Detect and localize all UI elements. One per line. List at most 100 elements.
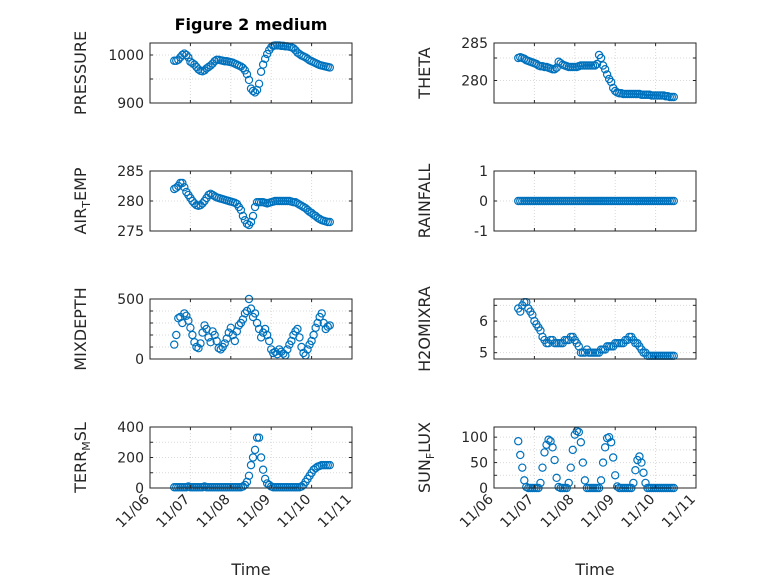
data-point: [639, 468, 648, 477]
data-point: [293, 324, 302, 334]
data-point: [580, 476, 590, 485]
y-axis-label: AIRTEMP: [71, 167, 93, 234]
plot-area: [494, 427, 696, 488]
data-point: [242, 306, 252, 316]
data-point: [629, 478, 638, 488]
y-axis-label: TERRMSL: [71, 422, 93, 494]
x-tick-label: 11/11: [659, 492, 699, 532]
data-point: [246, 304, 256, 313]
y-tick-label: 50: [470, 456, 488, 472]
data-point: [325, 217, 334, 227]
data-point: [198, 199, 207, 208]
data-point: [194, 344, 203, 353]
x-tick-label: 11/08: [194, 492, 234, 532]
data-point: [574, 427, 584, 437]
data-point: [250, 445, 260, 455]
axes-box: [493, 298, 697, 360]
data-point: [538, 463, 547, 472]
y-tick-label: 200: [117, 451, 144, 467]
data-point: [254, 79, 264, 89]
data-point: [325, 460, 334, 470]
data-point: [264, 336, 274, 346]
data-point: [514, 437, 523, 446]
data-point: [172, 330, 181, 340]
data-point: [295, 200, 304, 209]
y-tick-label: 0: [479, 194, 488, 210]
x-axis-label-left: Time: [230, 560, 270, 579]
data-point: [258, 465, 268, 474]
y-tick-label: 6: [479, 314, 488, 330]
y-tick-label: 0: [479, 481, 488, 497]
data-point: [293, 199, 302, 208]
data-point: [178, 178, 187, 188]
data-point: [273, 350, 282, 359]
y-axis-label: SUNFLUX: [415, 422, 437, 493]
y-tick-label: -1: [474, 224, 488, 240]
data-point: [566, 463, 575, 472]
y-tick-label: 280: [117, 194, 144, 210]
data-point: [269, 348, 278, 358]
data-point: [262, 330, 272, 340]
y-tick-label: 285: [461, 36, 488, 52]
data-point: [210, 330, 219, 340]
data-point: [287, 336, 296, 346]
axes-box: [149, 298, 353, 360]
data-point: [254, 433, 264, 442]
axes-box: [493, 426, 697, 489]
data-point: [250, 88, 260, 97]
subplot-theta: 280 285 THETA: [415, 36, 697, 104]
data-point: [216, 345, 225, 354]
data-point: [283, 345, 292, 354]
data-point: [206, 189, 215, 198]
data-point: [641, 478, 650, 488]
data-point: [204, 190, 213, 200]
y-tick-label: 900: [117, 96, 144, 112]
data-point: [236, 205, 246, 215]
y-axis-label: MIXDEPTH: [71, 287, 90, 370]
data-point: [230, 336, 240, 346]
data-point: [256, 453, 266, 462]
y-tick-label: 5: [479, 346, 488, 362]
data-point: [190, 199, 199, 208]
data-point: [631, 466, 640, 475]
x-tick-label: 11/07: [153, 492, 193, 532]
y-tick-label: 100: [461, 430, 488, 446]
data-point: [238, 211, 248, 221]
data-point: [297, 201, 306, 210]
data-point: [240, 309, 250, 318]
data-point: [600, 443, 610, 452]
y-axis-label: THETA: [415, 47, 434, 99]
data-point: [234, 321, 244, 330]
subplot-mixdepth: 0 500 MIXDEPTH: [71, 287, 353, 371]
data-point: [592, 59, 602, 69]
data-point: [590, 61, 600, 70]
data-point: [232, 327, 242, 336]
subplot-pressure: 900 1000 PRESSURE: [71, 31, 353, 115]
data-point: [669, 196, 678, 206]
data-point: [518, 463, 527, 472]
data-point: [242, 69, 252, 79]
data-point: [214, 344, 223, 353]
data-point: [291, 197, 300, 207]
data-point: [540, 448, 549, 457]
data-point: [552, 473, 561, 483]
data-point: [238, 315, 248, 324]
y-tick-label: 1000: [108, 48, 144, 64]
x-tick-label: 11/10: [619, 492, 659, 532]
data-point: [258, 60, 268, 69]
subplot-rainfall: -1 0 1 RAINFALL: [415, 164, 697, 240]
data-point: [244, 471, 254, 480]
data-point: [550, 455, 559, 465]
data-point: [252, 318, 262, 328]
data-point: [606, 77, 616, 87]
data-point: [313, 318, 322, 328]
x-tick-label: 11/10: [275, 492, 315, 532]
data-point: [613, 482, 622, 491]
data-point: [220, 339, 229, 348]
data-point: [196, 339, 205, 348]
data-series: [514, 196, 678, 206]
data-point: [596, 53, 606, 63]
figure-title: Figure 2 medium: [175, 15, 328, 34]
data-series: [514, 50, 678, 102]
